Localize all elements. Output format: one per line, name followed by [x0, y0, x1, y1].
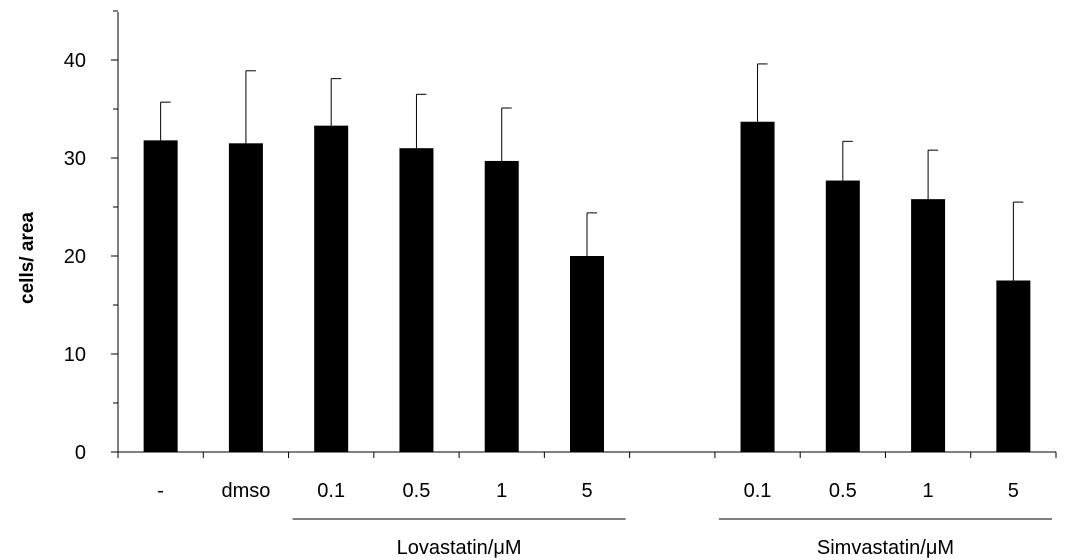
x-tick-label: 1 — [496, 480, 507, 502]
y-axis-label: cells/ area — [17, 212, 38, 304]
x-tick-label: 5 — [1008, 480, 1019, 502]
x-tick-label: 1 — [923, 480, 934, 502]
bar — [570, 256, 604, 452]
x-tick-label: 0.5 — [829, 480, 857, 502]
group-label: Lovastatin/μM — [397, 537, 522, 559]
x-tick-label: 0.1 — [317, 480, 345, 502]
bar — [996, 280, 1031, 452]
group-label: Simvastatin/μM — [817, 537, 954, 559]
x-tick-label: - — [157, 480, 164, 502]
x-tick-label: 0.5 — [403, 480, 431, 502]
bar — [399, 148, 434, 452]
y-tick-label: 20 — [64, 246, 86, 268]
y-tick-label: 10 — [64, 344, 86, 366]
x-tick-label: dmso — [221, 480, 270, 502]
x-tick-label: 0.1 — [744, 480, 772, 502]
bar — [740, 121, 775, 453]
y-tick-label: 30 — [64, 148, 86, 170]
bar — [911, 199, 946, 452]
bar — [228, 143, 263, 453]
bar — [484, 160, 519, 452]
bar — [143, 140, 178, 453]
y-tick-label: 40 — [64, 50, 86, 72]
bar — [825, 180, 860, 453]
y-tick-label: 0 — [75, 442, 86, 464]
bar — [314, 125, 349, 452]
x-tick-label: 5 — [581, 480, 592, 502]
